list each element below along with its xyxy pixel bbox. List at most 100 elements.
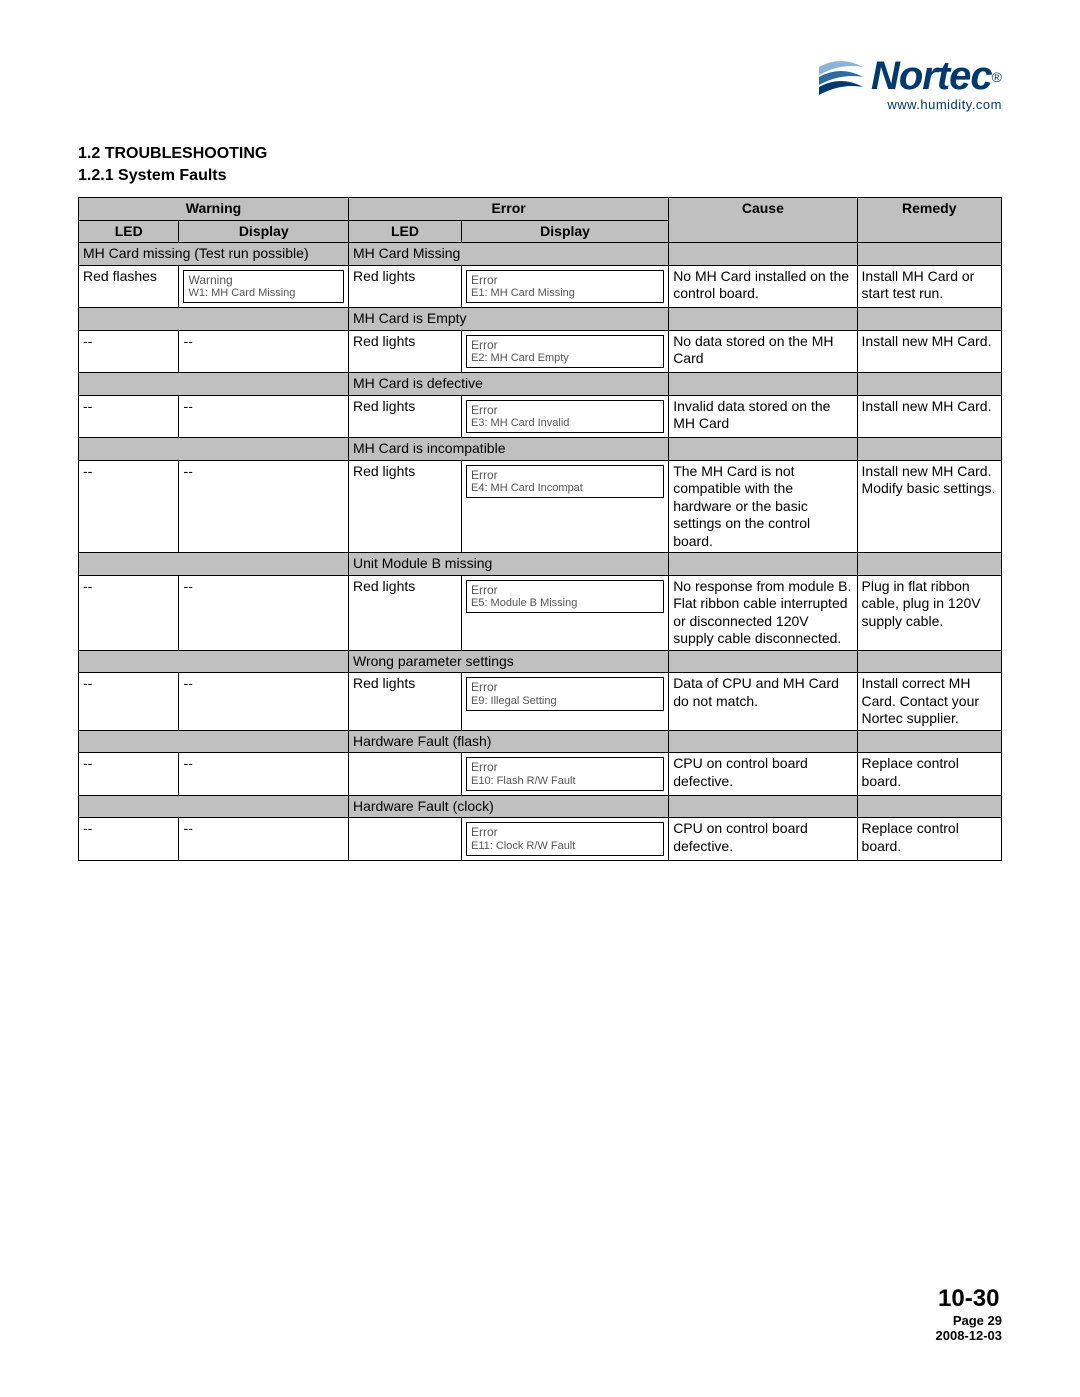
cause-cell: No MH Card installed on the control boar… [669,265,857,308]
error-led: Red lights [348,460,461,553]
warning-section-label [79,730,349,753]
warning-led: -- [79,330,179,373]
display-line2: W1: MH Card Missing [188,287,339,300]
section-row: MH Card missing (Test run possible)MH Ca… [79,243,1002,266]
section-empty [669,650,857,673]
warning-display: -- [179,575,349,650]
table-row: ----Red lightsErrorE9: Illegal SettingDa… [79,673,1002,731]
section-row: MH Card is Empty [79,308,1002,331]
logo-main: Nortec ® [817,54,1002,99]
error-section-label: MH Card is defective [348,373,668,396]
display-line1: Error [471,338,659,352]
error-display: ErrorE4: MH Card Incompat [461,460,668,553]
table-row: ----ErrorE10: Flash R/W FaultCPU on cont… [79,753,1002,796]
warning-display: -- [179,330,349,373]
error-led [348,753,461,796]
warning-section-label: MH Card missing (Test run possible) [79,243,349,266]
error-section-label: Unit Module B missing [348,553,668,576]
cause-cell: No data stored on the MH Card [669,330,857,373]
section-empty [857,308,1001,331]
section-row: MH Card is defective [79,373,1002,396]
warning-led: -- [79,753,179,796]
error-display: ErrorE11: Clock R/W Fault [461,818,668,861]
warning-led: -- [79,395,179,438]
display-line2: E2: MH Card Empty [471,352,659,365]
warning-section-label [79,438,349,461]
display-line2: E5: Module B Missing [471,597,659,610]
display-line1: Error [471,583,659,597]
warning-display: -- [179,673,349,731]
warning-section-label [79,308,349,331]
error-display: ErrorE3: MH Card Invalid [461,395,668,438]
remedy-cell: Install MH Card or start test run. [857,265,1001,308]
display-box: ErrorE4: MH Card Incompat [466,465,664,499]
section-row: Wrong parameter settings [79,650,1002,673]
section-empty [669,373,857,396]
footer-docnum: 10-30 [936,1285,1003,1313]
section-empty [669,553,857,576]
page: Nortec ® www.humidity.com 1.2 TROUBLESHO… [0,0,1080,1397]
fault-table: WarningErrorCauseRemedyLEDDisplayLEDDisp… [78,197,1002,861]
warning-display: -- [179,753,349,796]
section-row: Unit Module B missing [79,553,1002,576]
remedy-cell: Install new MH Card. [857,395,1001,438]
section-empty [669,438,857,461]
error-section-label: Wrong parameter settings [348,650,668,673]
error-section-label: MH Card is Empty [348,308,668,331]
heading-section: 1.2 TROUBLESHOOTING [78,145,1002,163]
remedy-cell: Install new MH Card. [857,330,1001,373]
brand-logo: Nortec ® www.humidity.com [817,54,1002,112]
warning-display: WarningW1: MH Card Missing [179,265,349,308]
section-empty [857,730,1001,753]
footer-date: 2008-12-03 [936,1328,1003,1343]
section-row: Hardware Fault (clock) [79,795,1002,818]
display-line2: E10: Flash R/W Fault [471,775,659,788]
nortec-swoosh-icon [817,57,865,97]
headings: 1.2 TROUBLESHOOTING 1.2.1 System Faults [78,145,1002,185]
page-footer: 10-30 Page 29 2008-12-03 [936,1285,1003,1343]
cause-cell: The MH Card is not compatible with the h… [669,460,857,553]
display-line1: Error [471,825,659,839]
display-box: ErrorE10: Flash R/W Fault [466,757,664,791]
display-line2: E11: Clock R/W Fault [471,840,659,853]
cause-cell: No response from module B. Flat ribbon c… [669,575,857,650]
display-line1: Error [471,760,659,774]
error-led: Red lights [348,395,461,438]
section-empty [857,438,1001,461]
warning-led: -- [79,460,179,553]
display-box: ErrorE3: MH Card Invalid [466,400,664,434]
footer-page: Page 29 [936,1313,1003,1328]
col-warning: Warning [79,198,349,221]
section-empty [857,650,1001,673]
table-row: ----Red lightsErrorE4: MH Card IncompatT… [79,460,1002,553]
cause-cell: Invalid data stored on the MH Card [669,395,857,438]
warning-display: -- [179,460,349,553]
error-section-label: MH Card is incompatible [348,438,668,461]
table-row: ----Red lightsErrorE5: Module B MissingN… [79,575,1002,650]
display-line1: Error [471,680,659,694]
error-led: Red lights [348,575,461,650]
col-error-led: LED [348,220,461,243]
cause-cell: CPU on control board defective. [669,753,857,796]
cause-cell: CPU on control board defective. [669,818,857,861]
display-line1: Error [471,403,659,417]
section-empty [857,373,1001,396]
error-led [348,818,461,861]
warning-section-label [79,553,349,576]
section-row: Hardware Fault (flash) [79,730,1002,753]
cause-cell: Data of CPU and MH Card do not match. [669,673,857,731]
error-section-label: Hardware Fault (clock) [348,795,668,818]
display-box: ErrorE5: Module B Missing [466,580,664,614]
table-row: Red flashesWarningW1: MH Card MissingRed… [79,265,1002,308]
remedy-cell: Replace control board. [857,818,1001,861]
warning-led: -- [79,818,179,861]
remedy-cell: Install new MH Card. Modify basic settin… [857,460,1001,553]
warning-led: -- [79,575,179,650]
logo-url: www.humidity.com [817,97,1002,112]
section-empty [669,308,857,331]
error-led: Red lights [348,265,461,308]
display-line1: Warning [188,273,339,287]
section-row: MH Card is incompatible [79,438,1002,461]
display-box: ErrorE2: MH Card Empty [466,335,664,369]
display-line2: E4: MH Card Incompat [471,482,659,495]
